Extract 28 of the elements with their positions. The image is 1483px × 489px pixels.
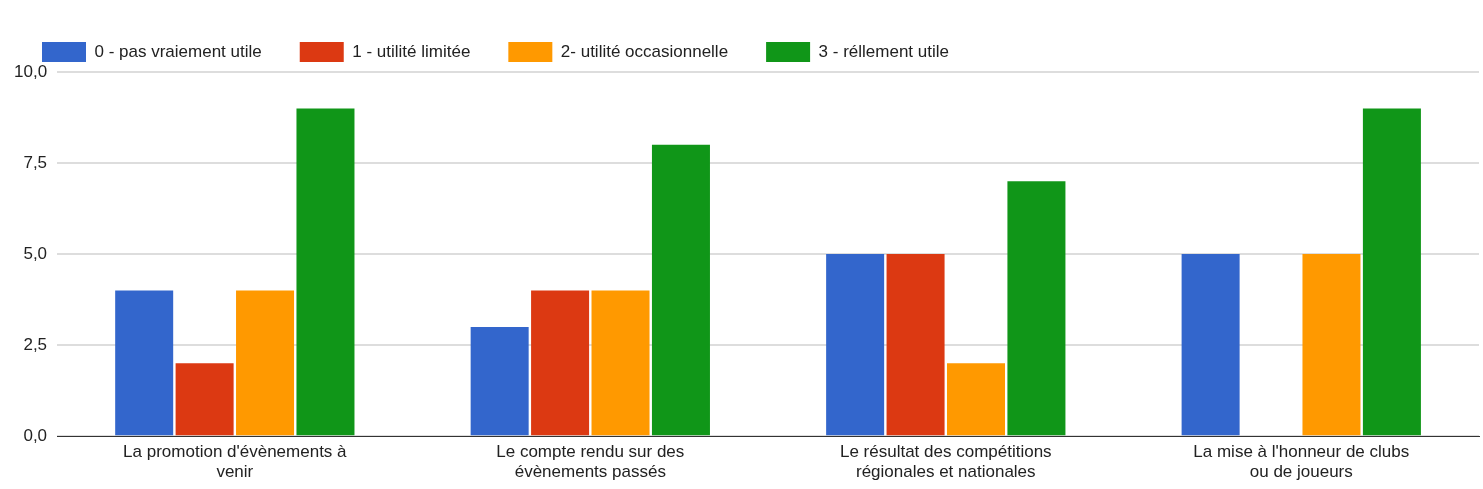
y-tick-label: 2,5 [23,334,48,354]
x-tick-label: La mise à l'honneur de clubs ou de joueurs [1193,442,1410,482]
legend-label: 1 - utilité limitée [352,41,471,61]
bar [946,363,1006,436]
y-tick-label: 0,0 [23,425,48,445]
bar [591,290,650,436]
bar [826,254,885,436]
legend-label: 3 - réllement utile [818,41,949,61]
bar [236,290,295,436]
y-tick-label: 5,0 [23,243,48,263]
bar [886,254,945,436]
x-tick-label: Le compte rendu sur des évènements passés [496,442,685,482]
bar [1181,254,1240,436]
y-tick-label: 7,5 [23,152,48,172]
legend-label: 0 - pas vraiement utile [94,41,262,61]
bar [1302,254,1361,436]
x-tick-label: La promotion d'évènements à venir [123,442,348,482]
bar [651,144,710,436]
bar [531,290,590,436]
y-tick-label: 10,0 [13,61,48,81]
bar [115,290,174,436]
bar [1007,181,1066,436]
bar [470,326,529,436]
bar [175,363,234,436]
legend-label: 2- utilité occasionnelle [560,41,729,61]
x-tick-label: Le résultat des compétitions régionales et nationales [839,442,1052,482]
bar [296,108,355,436]
bar [1362,108,1421,436]
